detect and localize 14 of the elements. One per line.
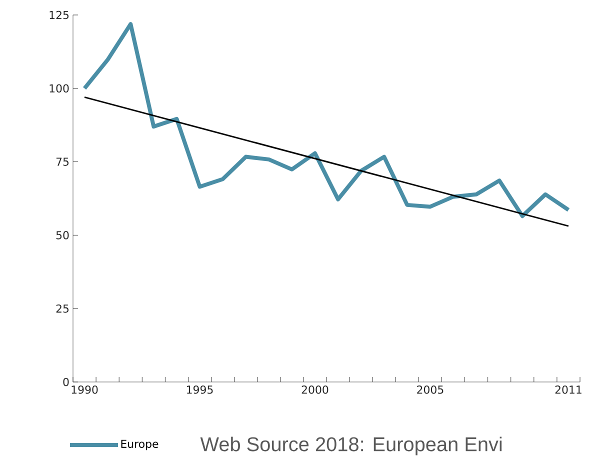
- legend-label: Europe: [121, 440, 158, 450]
- x-tick-label: 2011: [555, 386, 582, 394]
- y-tick-label: 50: [56, 231, 69, 240]
- x-tick-label: 1995: [187, 386, 213, 394]
- y-tick-label: 75: [56, 158, 69, 166]
- y-tick-label: 0: [63, 378, 69, 386]
- x-tick-label: 2005: [417, 386, 444, 394]
- line-series: [82, 22, 570, 218]
- x-tick-label: 2000: [302, 386, 328, 394]
- y-tick-label: 100: [50, 84, 69, 93]
- x-tick-label: 1990: [72, 386, 98, 394]
- text: Web Source 2018: European Envi: [200, 436, 502, 456]
- y-tick-label: 125: [50, 10, 69, 20]
- y-tick-label: 25: [56, 304, 69, 313]
